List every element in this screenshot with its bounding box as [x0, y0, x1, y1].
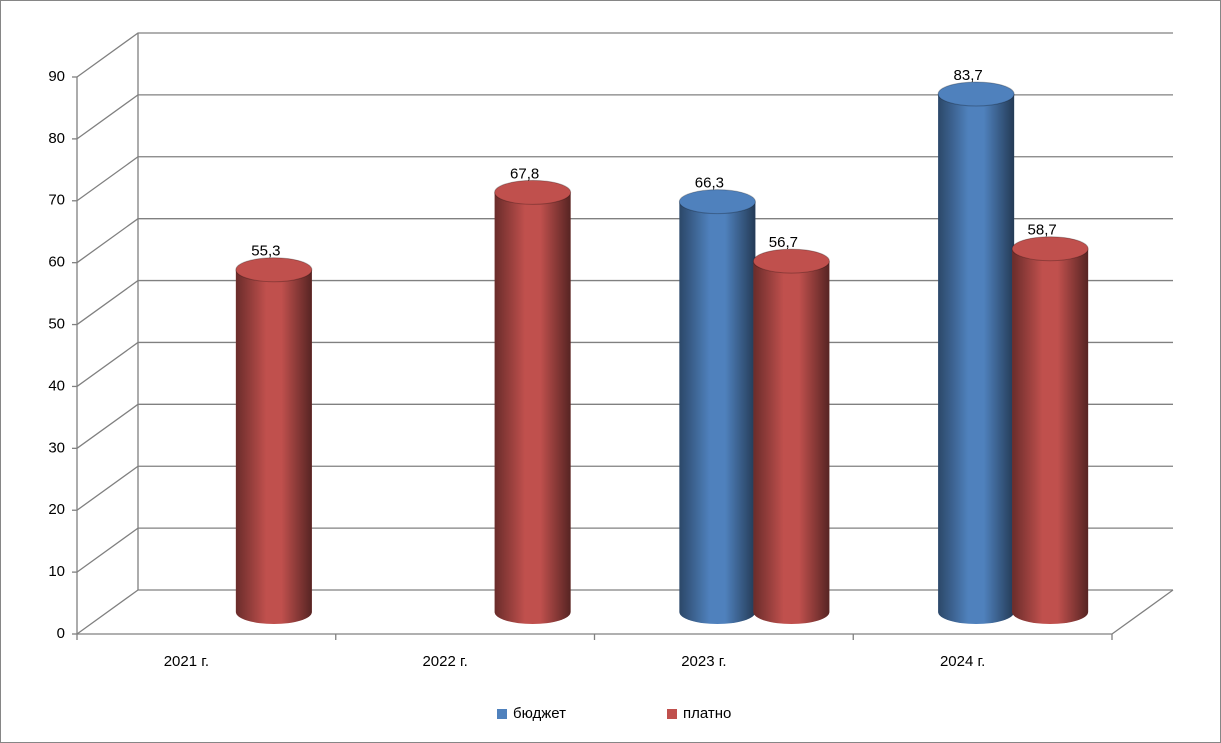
bar-top [235, 257, 313, 283]
x-tick-label: 2024 г. [940, 653, 985, 670]
y-tick-label: 90 [48, 68, 65, 85]
value-label: 55,3 [251, 243, 280, 260]
y-tick-label: 20 [48, 501, 65, 518]
x-tick-label: 2022 г. [422, 653, 467, 670]
value-label: 67,8 [510, 165, 539, 182]
bar-shade [235, 269, 312, 624]
bar [752, 248, 830, 624]
bar [1011, 236, 1089, 624]
x-tick-label: 2023 г. [681, 653, 726, 670]
bar-shade [753, 261, 830, 624]
bar-top [937, 81, 1015, 107]
y-tick-label: 50 [48, 316, 65, 333]
y-tick-label: 80 [48, 130, 65, 147]
value-label: 58,7 [1028, 222, 1057, 239]
y-tick-label: 40 [48, 377, 65, 394]
bar-top [1011, 236, 1089, 262]
bar-shade [494, 192, 571, 625]
bar-shade [1012, 248, 1089, 624]
bar [494, 179, 572, 625]
bar-top [678, 189, 756, 215]
x-tick-label: 2021 г. [164, 653, 209, 670]
y-tick-label: 60 [48, 254, 65, 271]
bar [678, 189, 756, 624]
legend-label: бюджет [513, 705, 566, 722]
bar [235, 257, 313, 624]
bar-top [494, 179, 572, 205]
bar-shade [938, 93, 1015, 625]
value-label: 83,7 [954, 67, 983, 84]
bar-top [752, 248, 830, 274]
y-tick-label: 0 [57, 625, 65, 642]
legend-label: платно [683, 705, 731, 722]
y-tick-label: 30 [48, 439, 65, 456]
legend-swatch [667, 709, 677, 719]
y-tick-label: 70 [48, 192, 65, 209]
legend-swatch [497, 709, 507, 719]
value-label: 56,7 [769, 234, 798, 251]
bar [937, 81, 1015, 625]
bar-shade [679, 201, 756, 624]
y-tick-label: 10 [48, 563, 65, 580]
value-label: 66,3 [695, 175, 724, 192]
